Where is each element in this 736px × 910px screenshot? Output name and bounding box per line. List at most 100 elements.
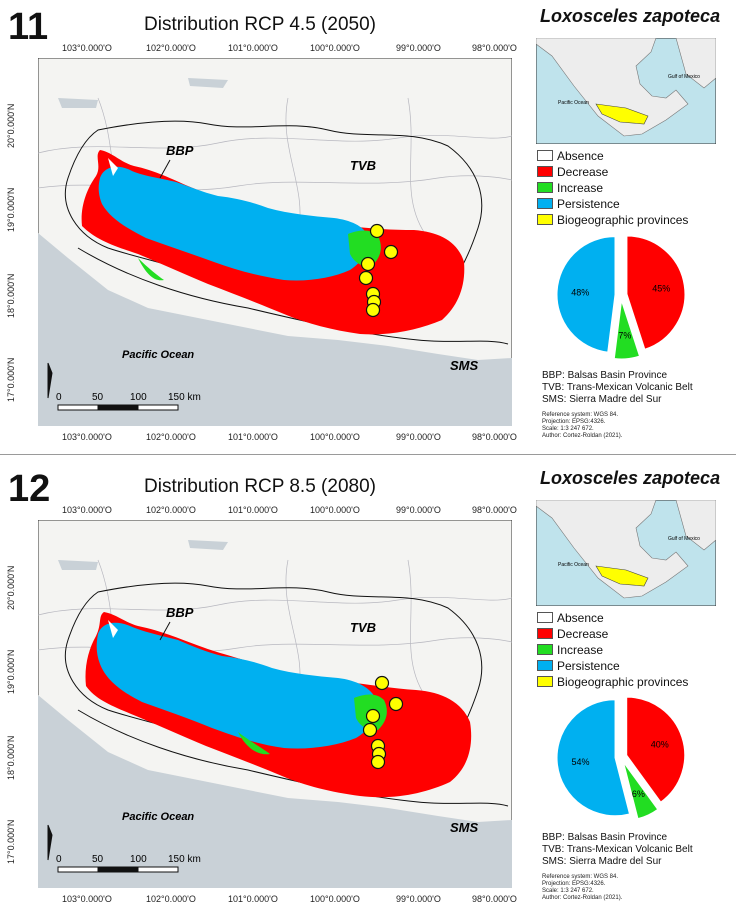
lake-shape (58, 78, 228, 108)
occurrence-point (360, 256, 376, 272)
occurrence-point (370, 754, 386, 770)
pie-slice-increase (623, 762, 659, 820)
lon-tick-bottom: 101°0.000'O (228, 894, 278, 904)
pie-label-increase: 6% (632, 789, 645, 799)
inset-land (536, 500, 689, 599)
reference-info: Reference system: WGS 84. Projection: EP… (542, 412, 623, 439)
lat-tick: 17°0.000'N (6, 357, 16, 402)
tvb-label: TVB (350, 158, 376, 173)
pacific-ocean-area (38, 233, 512, 426)
svg-text:Pacific Ocean: Pacific Ocean (558, 100, 589, 106)
north-arrow (47, 824, 53, 861)
pie-label-persistence: 48% (571, 287, 589, 297)
lon-tick-top: 103°0.000'O (62, 505, 112, 515)
occurrence-point (362, 722, 378, 738)
legend-item: Decrease (537, 626, 688, 641)
legend-item: Biogeographic provinces (537, 674, 688, 689)
panel-number: 11 (8, 6, 49, 48)
svg-text:100: 100 (130, 854, 147, 865)
lat-tick: 20°0.000'N (6, 565, 16, 610)
lat-tick: 19°0.000'N (6, 649, 16, 694)
pie-chart: 45% 7% 48% (556, 235, 686, 360)
svg-text:Gulf of Mexico: Gulf of Mexico (668, 536, 700, 542)
legend-item: Increase (537, 180, 688, 195)
increase-area (238, 694, 387, 755)
abbreviations: BBP: Balsas Basin Province TVB: Trans-Me… (542, 370, 693, 405)
lon-tick-bottom: 103°0.000'O (62, 432, 112, 442)
pie-label-increase: 7% (618, 331, 631, 341)
lon-tick-top: 98°0.000'O (472, 43, 517, 53)
pie-label-persistence: 54% (572, 757, 590, 767)
legend-item: Biogeographic provinces (537, 212, 688, 227)
absence-area (108, 158, 118, 176)
lon-tick-top: 101°0.000'O (228, 43, 278, 53)
lon-tick-top: 98°0.000'O (472, 505, 517, 515)
pie-slice-decrease (626, 696, 686, 803)
lat-tick: 18°0.000'N (6, 273, 16, 318)
tvb-label: TVB (350, 620, 376, 635)
bbp-pointer (159, 621, 171, 641)
lon-tick-top: 99°0.000'O (396, 505, 441, 515)
bbp-label: BBP (166, 143, 194, 158)
legend-item: Absence (537, 610, 688, 625)
persistence-area (98, 166, 369, 281)
lon-tick-bottom: 102°0.000'O (146, 894, 196, 904)
pie-label-decrease: 45% (652, 284, 670, 294)
lon-tick-top: 102°0.000'O (146, 43, 196, 53)
map-panel-12: 12 Distribution RCP 8.5 (2080) Loxoscele… (0, 462, 736, 910)
inset-land (675, 38, 716, 89)
scale-bar: 0 50 100 150 km (56, 392, 201, 411)
distribution-map: BBP TVB Pacific Ocean SMS 0 50 100 150 k… (38, 520, 512, 888)
north-arrow (47, 362, 53, 399)
lon-tick-bottom: 98°0.000'O (472, 432, 517, 442)
panel-divider (0, 454, 736, 455)
svg-text:100: 100 (130, 392, 147, 403)
occurrence-point (365, 302, 381, 318)
inset-land (675, 500, 716, 551)
bbp-pointer (159, 159, 171, 179)
absence-area (108, 620, 118, 638)
map-panel-11: 11 Distribution RCP 4.5 (2050) Loxoscele… (0, 0, 736, 448)
scale-bar: 0 50 100 150 km (56, 854, 201, 873)
svg-text:Pacific Ocean: Pacific Ocean (558, 562, 589, 568)
occurrence-point (369, 223, 385, 239)
sms-label: SMS (450, 358, 479, 373)
occurrence-point (388, 696, 404, 712)
svg-text:50: 50 (92, 854, 104, 865)
legend: Absence Decrease Increase Persistence Bi… (537, 610, 688, 690)
lon-tick-bottom: 99°0.000'O (396, 894, 441, 904)
lon-tick-top: 101°0.000'O (228, 505, 278, 515)
lon-tick-top: 100°0.000'O (310, 43, 360, 53)
pie-slice-increase (613, 300, 641, 360)
pie-slice-persistence (556, 699, 631, 817)
inset-map: Gulf of Mexico Pacific Ocean (536, 38, 716, 144)
pacific-ocean-area (38, 695, 512, 888)
occurrence-point (374, 675, 390, 691)
abbreviations: BBP: Balsas Basin Province TVB: Trans-Me… (542, 832, 693, 867)
lat-tick: 18°0.000'N (6, 735, 16, 780)
lat-tick: 20°0.000'N (6, 103, 16, 148)
occurrence-point (358, 270, 374, 286)
lon-tick-top: 103°0.000'O (62, 43, 112, 53)
pie-slice-persistence (556, 236, 616, 353)
panel-title: Distribution RCP 4.5 (2050) (144, 14, 376, 35)
pie-label-decrease: 40% (651, 739, 669, 749)
lon-tick-top: 99°0.000'O (396, 43, 441, 53)
species-name: Loxosceles zapoteca (540, 6, 721, 26)
svg-text:150 km: 150 km (168, 392, 201, 403)
reference-info: Reference system: WGS 84. Projection: EP… (542, 874, 623, 901)
lon-tick-bottom: 101°0.000'O (228, 432, 278, 442)
panel-number: 12 (8, 468, 51, 510)
inset-map: Gulf of Mexico Pacific Ocean (536, 500, 716, 606)
svg-text:0: 0 (56, 854, 62, 865)
occurrence-point (383, 244, 399, 260)
lon-tick-top: 100°0.000'O (310, 505, 360, 515)
lon-tick-bottom: 100°0.000'O (310, 894, 360, 904)
lon-tick-bottom: 100°0.000'O (310, 432, 360, 442)
lake-shape (58, 540, 228, 570)
legend-item: Absence (537, 148, 688, 163)
persistence-area (96, 622, 377, 749)
svg-text:50: 50 (92, 392, 104, 403)
legend-item: Increase (537, 642, 688, 657)
species-name: Loxosceles zapoteca (540, 468, 721, 488)
